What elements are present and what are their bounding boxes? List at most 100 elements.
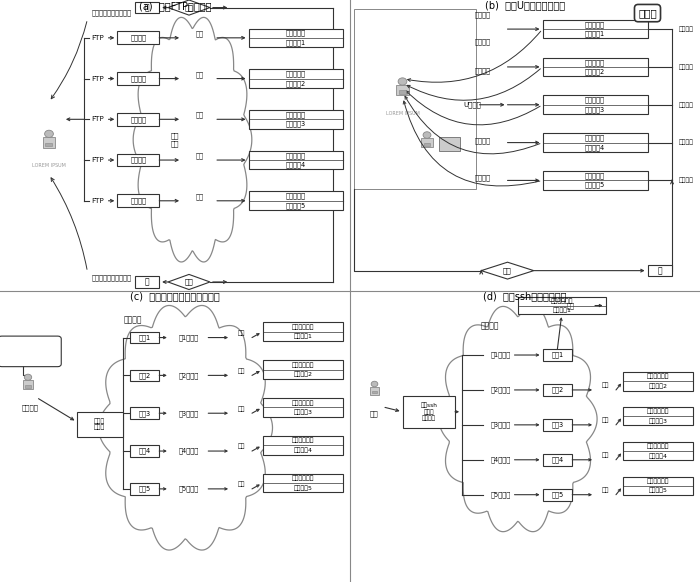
Text: 超算中心2: 超算中心2 [293,371,312,377]
Text: 复制返回: 复制返回 [475,67,491,74]
Text: 访问多个
超算中心: 访问多个 超算中心 [22,345,37,357]
Text: 超算中心2: 超算中心2 [286,80,306,87]
FancyBboxPatch shape [542,20,648,38]
Text: 访问: 访问 [195,193,204,200]
Text: 账号1: 账号1 [552,352,564,359]
Text: 访问: 访问 [566,302,575,309]
Text: 复制到本地，传输量大: 复制到本地，传输量大 [92,275,132,281]
FancyBboxPatch shape [130,445,160,457]
FancyBboxPatch shape [248,69,343,88]
Text: 超算中心1: 超算中心1 [293,333,312,339]
FancyBboxPatch shape [542,419,573,431]
Text: 数据集的子集: 数据集的子集 [291,324,314,330]
Text: 第2次输入: 第2次输入 [179,372,199,379]
Text: 数据集的子集: 数据集的子集 [550,299,573,304]
Text: 数据集的子集: 数据集的子集 [291,362,314,368]
Text: 超算中心3: 超算中心3 [293,409,312,415]
FancyBboxPatch shape [399,90,406,94]
FancyBboxPatch shape [134,276,160,288]
Text: 访问: 访问 [195,112,204,118]
Polygon shape [482,262,533,279]
Text: 再次寄出: 再次寄出 [678,140,694,146]
Text: 数据集子集: 数据集子集 [286,152,306,159]
Text: 数据集的子集: 数据集的子集 [647,374,669,379]
FancyBboxPatch shape [648,265,672,276]
Text: 第5次输入: 第5次输入 [491,491,510,498]
Text: 访问: 访问 [602,453,609,458]
Text: 访问: 访问 [195,152,204,159]
Text: 数据集的子集: 数据集的子集 [647,478,669,484]
FancyBboxPatch shape [262,322,343,341]
FancyBboxPatch shape [623,442,693,460]
Text: U盘邮寄: U盘邮寄 [463,101,482,108]
Ellipse shape [371,381,378,387]
Text: 超算中心2: 超算中心2 [585,68,605,75]
FancyBboxPatch shape [130,483,160,495]
Text: 账号5: 账号5 [139,485,150,492]
Text: 超算中心1: 超算中心1 [552,307,571,313]
FancyBboxPatch shape [262,474,343,492]
Text: 修改: 修改 [185,279,193,285]
Text: 复制返回: 复制返回 [475,38,491,45]
FancyBboxPatch shape [118,72,160,85]
Text: 超算中心5: 超算中心5 [293,485,312,491]
Polygon shape [168,275,210,290]
Text: 发送命令: 发送命令 [130,75,146,82]
Text: 账号3: 账号3 [552,421,564,428]
Text: 访问: 访问 [602,383,609,388]
Text: 访问: 访问 [195,30,204,37]
Ellipse shape [25,374,32,380]
FancyBboxPatch shape [262,360,343,379]
Text: 数据集的子集: 数据集的子集 [647,409,669,414]
Text: 数据集子集: 数据集子集 [585,134,605,141]
Text: FTP: FTP [92,157,104,163]
FancyBboxPatch shape [623,407,693,425]
Text: 广域
环境: 广域 环境 [171,133,179,147]
Text: 是: 是 [145,3,149,12]
Text: 账号2: 账号2 [552,386,564,393]
FancyBboxPatch shape [248,151,343,169]
Text: 广域环境: 广域环境 [481,321,499,331]
Text: 访问: 访问 [602,418,609,423]
FancyBboxPatch shape [623,477,693,495]
FancyBboxPatch shape [23,380,33,389]
Text: 修改: 修改 [503,267,512,274]
FancyBboxPatch shape [262,436,343,455]
FancyBboxPatch shape [421,139,433,147]
Text: 超算中心4: 超算中心4 [293,447,312,453]
FancyBboxPatch shape [424,143,430,146]
Text: 再次寄出: 再次寄出 [678,64,694,70]
Ellipse shape [423,132,431,139]
FancyBboxPatch shape [542,489,573,501]
Text: 再次寄出: 再次寄出 [678,102,694,108]
Text: 超算中心4: 超算中心4 [286,161,306,168]
Text: 数据集的子集: 数据集的子集 [647,443,669,449]
Text: 发送命令: 发送命令 [130,197,146,204]
Text: 超算中心5: 超算中心5 [585,182,605,189]
FancyBboxPatch shape [118,31,160,44]
FancyBboxPatch shape [370,387,379,395]
FancyBboxPatch shape [542,349,573,361]
Text: 账号4: 账号4 [552,456,564,463]
Text: 账号1: 账号1 [139,334,150,341]
Text: 修改: 修改 [185,4,193,11]
FancyBboxPatch shape [134,2,160,13]
FancyBboxPatch shape [518,297,606,314]
Text: 数据集的子集: 数据集的子集 [291,400,314,406]
Text: 超算中心5: 超算中心5 [649,488,667,494]
FancyBboxPatch shape [440,137,461,151]
FancyBboxPatch shape [262,398,343,417]
Text: 效率低: 效率低 [638,8,657,18]
Text: FTP: FTP [92,35,104,41]
Text: 超算中心1: 超算中心1 [286,39,306,46]
Text: 数据集子集: 数据集子集 [585,59,605,66]
FancyBboxPatch shape [248,110,343,129]
FancyBboxPatch shape [118,194,160,207]
FancyBboxPatch shape [130,407,160,419]
FancyBboxPatch shape [248,191,343,210]
Text: (b)  通过U盘邮寄方式访问: (b) 通过U盘邮寄方式访问 [485,0,565,10]
Text: 访问: 访问 [195,71,204,77]
Text: 发送命令: 发送命令 [130,34,146,41]
Text: 超算中心2: 超算中心2 [648,383,668,389]
Text: 访问: 访问 [238,406,245,411]
